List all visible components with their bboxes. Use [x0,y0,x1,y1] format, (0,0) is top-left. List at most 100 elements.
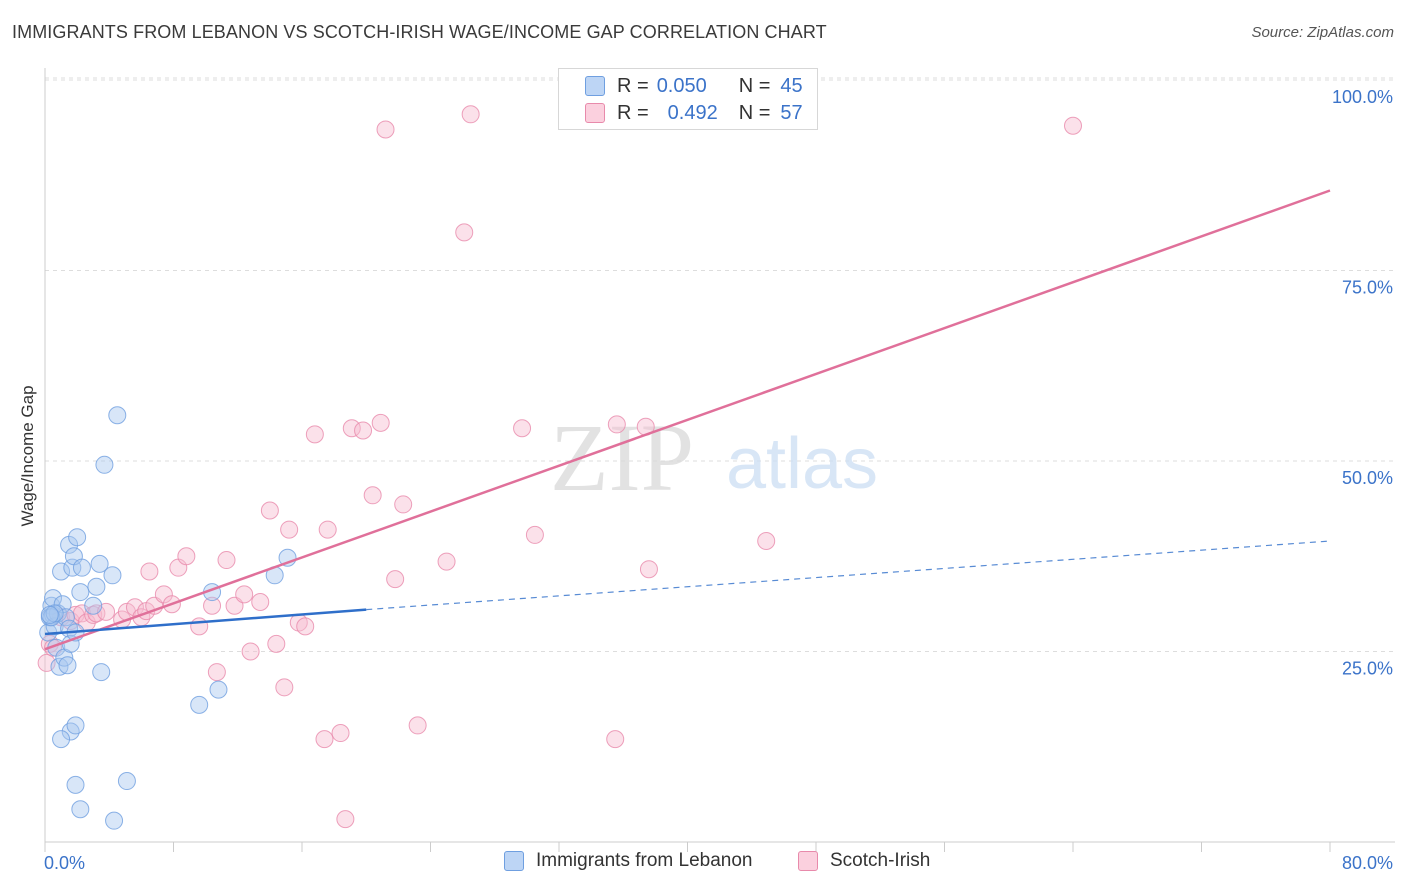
legend-swatch-scotch-irish [585,103,605,123]
legend-item-scotch-irish[interactable]: Scotch-Irish [798,850,930,872]
point-scotch-irish [437,552,456,571]
grid-layer [45,77,1395,652]
point-lebanon [84,596,103,615]
point-scotch-irish [354,421,373,440]
y-tick-label: 50.0% [1342,468,1393,488]
point-lebanon [190,695,209,714]
point-lebanon [71,800,90,819]
point-scotch-irish [336,810,355,829]
point-scotch-irish [513,419,532,438]
point-lebanon [90,554,109,573]
legend-item-lebanon[interactable]: Immigrants from Lebanon [504,850,753,872]
legend-swatch-lebanon [585,76,605,96]
point-scotch-irish [241,642,260,661]
y-tick-label: 25.0% [1342,659,1393,679]
correlation-legend: R = 0.050 N = 45 R = 0.492 N = 57 [558,68,818,130]
y-axis-label: Wage/Income Gap [18,385,37,527]
legend-swatch-lebanon [504,851,524,871]
point-scotch-irish [461,105,480,124]
legend-n-label: N = [738,101,771,124]
point-scotch-irish [607,415,626,434]
point-scotch-irish [363,486,382,505]
point-lebanon [209,680,228,699]
trendline-lebanon-extension [366,540,1331,611]
point-scotch-irish [140,562,159,581]
point-lebanon [58,656,77,675]
point-scotch-irish [331,724,350,743]
point-lebanon [117,772,136,791]
point-lebanon [71,583,90,602]
point-scotch-irish [525,525,544,544]
legend-row-scotch-irish: R = 0.492 N = 57 [585,100,803,126]
series-legend: Immigrants from Lebanon Scotch-Irish [0,850,1406,878]
legend-r-label: R = [617,101,649,124]
point-scotch-irish [190,617,209,636]
point-lebanon [56,608,75,627]
legend-r-value: 0.050 [656,74,707,97]
point-scotch-irish [757,532,776,551]
tick-label-layer: 25.0% 50.0% 75.0% 100.0% 0.0% 80.0% [44,87,1393,873]
point-scotch-irish [280,520,299,539]
point-scotch-irish [386,570,405,589]
trendline-scotch-irish [44,189,1331,651]
point-scotch-irish [177,547,196,566]
point-lebanon [52,562,71,581]
point-lebanon [66,716,85,735]
point-lebanon [103,566,122,585]
point-scotch-irish [342,419,361,438]
legend-label-scotch-irish: Scotch-Irish [830,850,931,871]
legend-n-value: 45 [780,74,803,97]
point-scotch-irish [260,501,279,520]
watermark-zip: ZIP [550,404,694,511]
x-tick-label: 0.0% [44,853,85,873]
trendline-lebanon [44,608,367,636]
y-tick-label: 75.0% [1342,278,1393,298]
trend-layer [44,189,1331,651]
point-scotch-irish [639,560,658,579]
legend-row-lebanon: R = 0.050 N = 45 [585,73,803,99]
watermark: ZIP atlas [550,404,878,511]
watermark-atlas: atlas [726,424,878,504]
point-lebanon [105,811,124,830]
point-scotch-irish [318,520,337,539]
y-tick-label: 100.0% [1332,87,1393,107]
point-lebanon [72,558,91,577]
point-scotch-irish [207,663,226,682]
point-scotch-irish [315,730,334,749]
point-scotch-irish [606,730,625,749]
point-scotch-irish [1064,116,1082,135]
point-lebanon [66,775,85,794]
source-label: Source: ZipAtlas.com [1251,24,1394,41]
point-scotch-irish [275,678,294,697]
axis-layer [44,68,1395,852]
point-lebanon [95,455,114,474]
point-scotch-irish [267,634,286,653]
point-lebanon [40,605,59,624]
points-layer [37,105,1082,830]
point-scotch-irish [394,495,413,514]
legend-label-lebanon: Immigrants from Lebanon [536,850,753,871]
point-scotch-irish [251,592,270,611]
x-tick-label: 80.0% [1342,853,1393,873]
point-scotch-irish [455,223,474,242]
chart-title: IMMIGRANTS FROM LEBANON VS SCOTCH-IRISH … [12,22,827,42]
point-lebanon [108,406,127,425]
point-lebanon [63,558,82,577]
legend-n-value: 57 [780,101,803,124]
point-scotch-irish [408,716,427,735]
point-scotch-irish [296,617,315,636]
point-lebanon [61,722,80,741]
point-scotch-irish [235,585,254,604]
legend-r-value: 0.492 [667,101,718,124]
legend-r-label: R = [617,74,649,97]
point-lebanon [52,730,71,749]
legend-swatch-scotch-irish [798,851,818,871]
point-scotch-irish [371,413,390,432]
point-scotch-irish [305,425,324,444]
point-lebanon [87,577,106,596]
legend-n-label: N = [738,74,771,97]
point-lebanon [68,528,87,547]
point-scotch-irish [376,120,395,139]
point-scotch-irish [217,551,236,570]
